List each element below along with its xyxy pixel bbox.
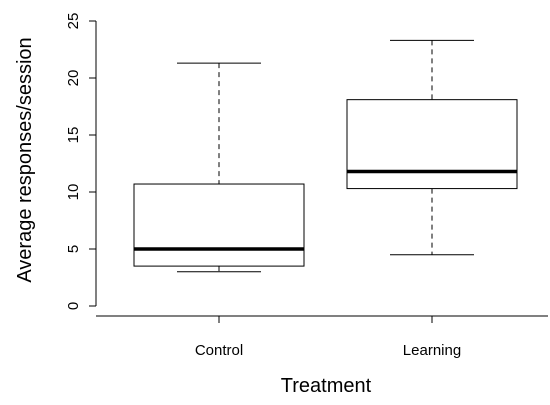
plot-area: 0 5 10 15 20 25 Control Learning bbox=[65, 13, 548, 359]
y-axis-title: Average responses/session bbox=[14, 37, 36, 282]
y-tick-label: 0 bbox=[65, 302, 82, 310]
x-tick-label: Control bbox=[195, 342, 243, 359]
box-iqr bbox=[346, 99, 518, 190]
box-iqr bbox=[133, 183, 305, 267]
y-tick-label: 10 bbox=[65, 184, 82, 201]
x-tick-label: Learning bbox=[403, 342, 461, 359]
y-tick-label: 25 bbox=[65, 13, 82, 30]
y-tick-label: 5 bbox=[65, 245, 82, 253]
y-tick-label: 20 bbox=[65, 70, 82, 87]
x-axis-title: Treatment bbox=[281, 375, 372, 397]
y-tick-label: 15 bbox=[65, 127, 82, 144]
